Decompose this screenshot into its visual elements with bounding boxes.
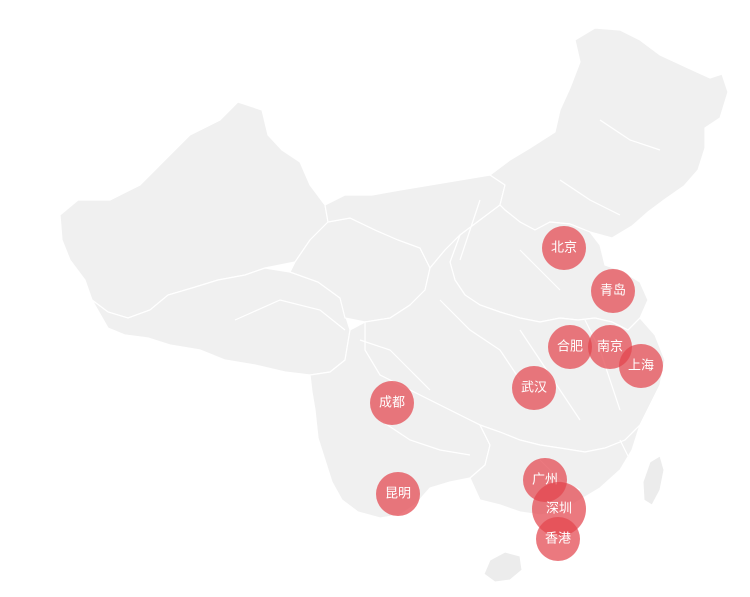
marker-circle-wuhan[interactable] bbox=[512, 366, 556, 410]
marker-circle-hongkong[interactable] bbox=[536, 517, 580, 561]
island-hainan bbox=[483, 551, 523, 583]
city-marker-chengdu[interactable]: 成都 bbox=[370, 381, 414, 425]
marker-circle-qingdao[interactable] bbox=[591, 269, 635, 313]
marker-circle-shanghai[interactable] bbox=[619, 344, 663, 388]
map-landmass bbox=[59, 27, 729, 583]
island-taiwan bbox=[642, 455, 665, 506]
city-marker-wuhan[interactable]: 武汉 bbox=[512, 366, 556, 410]
region-northeast bbox=[488, 27, 729, 239]
city-marker-hongkong[interactable]: 香港 bbox=[536, 517, 580, 561]
city-marker-qingdao[interactable]: 青岛 bbox=[591, 269, 635, 313]
city-marker-beijing[interactable]: 北京 bbox=[542, 226, 586, 270]
marker-circle-kunming[interactable] bbox=[376, 472, 420, 516]
marker-circle-chengdu[interactable] bbox=[370, 381, 414, 425]
marker-circle-beijing[interactable] bbox=[542, 226, 586, 270]
marker-circle-hefei[interactable] bbox=[548, 325, 592, 369]
city-marker-kunming[interactable]: 昆明 bbox=[376, 472, 420, 516]
city-marker-hefei[interactable]: 合肥 bbox=[548, 325, 592, 369]
city-marker-shanghai[interactable]: 上海 bbox=[619, 344, 663, 388]
